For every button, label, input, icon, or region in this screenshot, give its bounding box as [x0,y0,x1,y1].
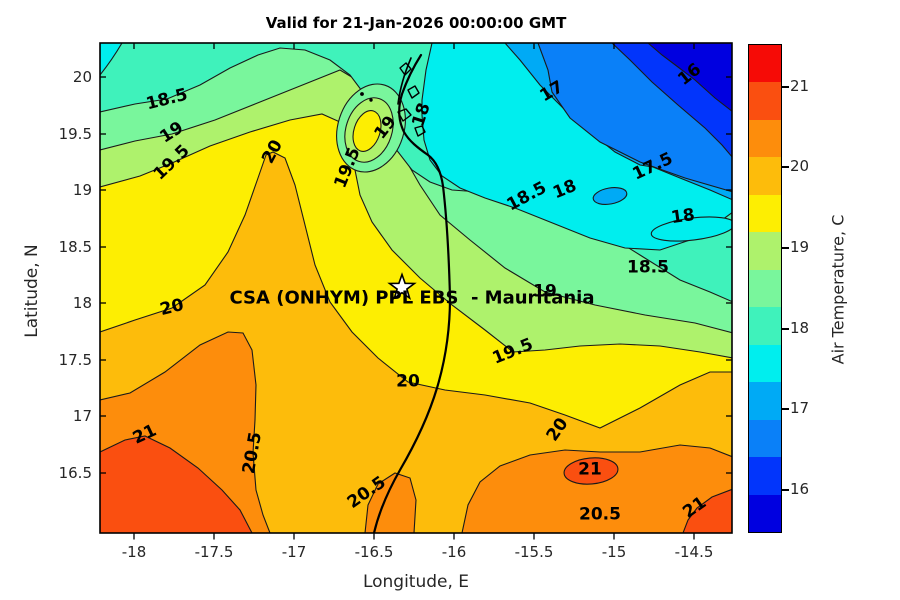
colorbar [748,44,782,533]
colorbar-band [749,194,781,233]
coast-island-2 [407,85,420,99]
bay-ring-19-5 [352,110,382,152]
colorbar-band [749,457,781,495]
x-tick: -16 [441,543,467,561]
y-tick: 18.5 [58,238,92,256]
annotation-label: CSA (ONHYM) PPL EBS - Mauritania [229,287,595,309]
x-tick: -16.5 [354,543,394,561]
x-ticks-top [133,43,695,49]
colorbar-tick-label: 18 [790,319,810,337]
y-tick: 19 [72,181,92,199]
x-tick: -17.5 [194,543,234,561]
colorbar-band [749,157,781,195]
colorbar-band [749,82,781,120]
colorbar-label: Air Temperature, C [828,214,848,365]
cyan-corner-wedge [100,43,123,76]
colorbar-band [749,232,781,270]
axes-box [99,42,733,540]
colorbar-band [749,45,781,83]
x-tick: -17 [281,543,307,561]
star-marker [387,272,417,300]
y-ticks-left [100,76,106,474]
y-tick: 18 [72,294,92,312]
colorbar-band [749,382,781,420]
map-fill-layers [100,43,732,533]
band-orangered-southeast-corner [682,488,732,533]
x-tick: -18 [121,543,147,561]
colorbar-tick-label: 19 [790,238,810,256]
colorbar-tick [782,166,789,168]
coast-dot-2 [369,98,373,102]
x-tick: -15 [601,543,627,561]
colorbar-tick [782,328,789,330]
contour-label: 18.5 [627,257,669,278]
y-tick: 20 [72,68,92,86]
y-tick: 17.5 [58,351,92,369]
colorbar-tick [782,489,789,491]
contour-label: 21 [578,459,602,480]
colorbar-tick [782,408,789,410]
colorbar-band [749,344,781,383]
x-axis-label: Longitude, E [362,572,470,592]
colorbar-tick-label: 16 [790,480,810,498]
orangered-blob-21 [563,457,619,485]
x-tick: -15.5 [514,543,554,561]
colorbar-band [749,494,781,533]
coast-island-1 [399,62,412,76]
sky-island [592,187,628,205]
y-tick: 17 [72,407,92,425]
colorbar-band [749,119,781,158]
y-ticks-right [726,76,732,474]
colorbar-tick-label: 20 [790,157,810,175]
y-tick: 16.5 [58,464,92,482]
contour-label: 19 [533,281,557,302]
colorbar-tick-label: 21 [790,77,810,95]
band-amber [100,151,732,533]
x-tick: -14.5 [674,543,714,561]
colorbar-band [749,269,781,308]
coast-dot-1 [360,92,364,96]
colorbar-tick [782,86,789,88]
contour-label: 20.5 [579,504,621,525]
colorbar-band [749,419,781,458]
plot-title: Valid for 21-Jan-2026 00:00:00 GMT [265,14,567,32]
cyan-lens [650,216,732,242]
band-orange-southeast [461,444,732,533]
coast-spur [397,57,412,105]
colorbar-tick [782,247,789,249]
x-ticks-bottom [133,533,695,540]
coast-island-4 [414,125,426,137]
band-orangered-southwest [100,435,253,533]
band-navy [647,43,732,112]
coast-island-3 [397,108,412,122]
contour-label: 20 [396,371,420,392]
colorbar-tick-label: 17 [790,399,810,417]
contour-label: 18 [669,204,697,229]
colorbar-band [749,307,781,345]
y-tick: 19.5 [58,125,92,143]
